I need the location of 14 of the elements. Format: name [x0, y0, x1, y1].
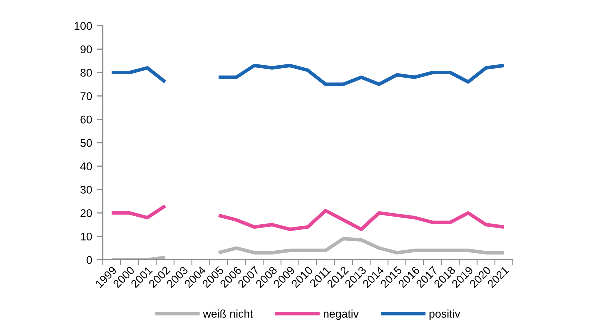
- y-tick-label: 40: [80, 162, 92, 171]
- y-tick-label: 10: [81, 232, 92, 241]
- y-tick-label: 90: [80, 46, 92, 54]
- y-tick-label: 70: [80, 92, 92, 100]
- legend-label: negativ: [324, 310, 360, 320]
- legend-label: positiv: [430, 310, 461, 320]
- y-tick-label: 50: [80, 139, 92, 148]
- y-tick-label: 80: [80, 69, 92, 77]
- legend-label: weiß nicht: [203, 310, 254, 318]
- y-tick-label: 60: [80, 116, 92, 124]
- y-tick-label: 0: [86, 256, 92, 264]
- y-tick-label: 100: [74, 22, 92, 30]
- y-tick-label: 20: [80, 209, 92, 218]
- y-tick-label: 30: [80, 186, 92, 194]
